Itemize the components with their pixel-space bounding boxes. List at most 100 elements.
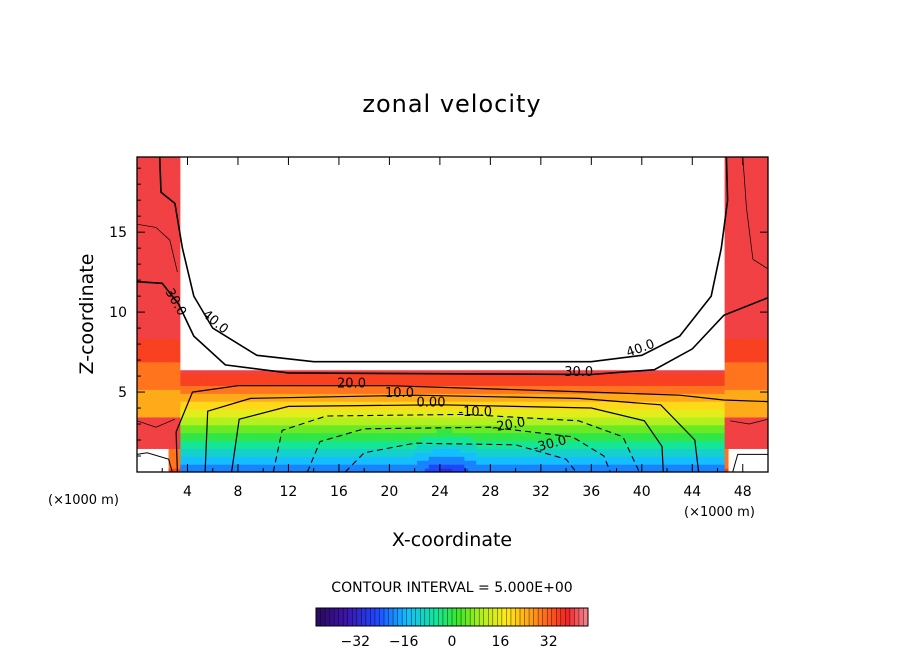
x-tick-label: 48 [734,484,752,500]
x-origin-unit-label: (×1000 m) [48,493,119,508]
plot-frame [136,156,769,473]
colorbar-swatch [415,608,421,626]
colorbar-swatch [497,608,503,626]
colorbar-swatch [424,608,430,626]
colorbar-swatch [429,608,435,626]
y-tick-label: 10 [109,305,127,321]
colorbar-swatch [524,608,530,626]
x-tick-label: 12 [280,484,298,500]
contour-lines [137,157,768,472]
x-tick-label: 16 [330,484,348,500]
y-axis-title: Z-coordinate [76,254,98,375]
colorbar-swatch [352,608,358,626]
colorbar-swatch [433,608,439,626]
colorbar-swatch [533,608,539,626]
colorbar-swatch [388,608,394,626]
colorbar-swatch [361,608,367,626]
colorbar-swatch [556,608,562,626]
colorbar-swatch [569,608,575,626]
colorbar-swatch [538,608,543,626]
colorbar-swatch [547,608,553,626]
colorbar-swatch [474,608,480,626]
colorbar-swatch [420,608,426,626]
colorbar-tick-label: 16 [491,634,509,650]
colorbar-swatch [384,608,389,626]
contour-interval-label: CONTOUR INTERVAL = 5.000E+00 [331,580,572,596]
x-axis-title: X-coordinate [392,529,512,551]
contour-label: 20.0 [337,376,366,391]
colorbar-swatch [470,608,475,626]
x-end-unit-label: (×1000 m) [684,505,755,520]
colorbar-swatch [356,608,362,626]
colorbar-swatch [565,608,571,626]
x-tick-label: 4 [183,484,192,500]
colorbar-swatch [438,608,444,626]
colorbar-swatch [411,608,417,626]
x-tick-label: 44 [683,484,701,500]
colorbar-swatch [560,608,566,626]
colorbar-tick-label: −32 [341,634,371,650]
colorbar-tick-label: 32 [540,634,558,650]
contour-label: 30.0 [564,365,593,380]
colorbar-swatch [456,608,462,626]
colorbar-swatch [452,608,457,626]
x-tick-label: 36 [582,484,600,500]
colorbar-ticks: −32 −16 0 16 32 [341,634,558,650]
colorbar-swatch [343,608,349,626]
colorbar-swatch [406,608,412,626]
x-tick-label: 28 [481,484,499,500]
contour-label: 0.00 [417,395,446,410]
contour-label: -20.0 [491,415,527,436]
colorbar-swatch [492,608,498,626]
colorbar-swatch [506,608,512,626]
colorbar-swatch [379,608,385,626]
x-tick-label: 32 [532,484,550,500]
colorbar-swatch [551,608,557,626]
colorbar-swatch [402,608,407,626]
contour-label: 10.0 [385,386,414,401]
colorbar-swatch [488,608,494,626]
y-tick-label: 15 [109,225,127,241]
colorbar-swatch [520,608,525,626]
x-axis-ticks: 4 8 12 16 20 24 28 32 36 40 44 48 [161,157,752,500]
y-tick-label: 5 [118,385,127,401]
colorbar-swatch [461,608,466,626]
colorbar-swatch [320,608,326,626]
colorbar-swatch [397,608,403,626]
colorbar-swatch [374,608,380,626]
colorbar-swatch [574,608,580,626]
colorbar-swatch [334,608,339,626]
colorbar-tick-label: −16 [389,634,419,650]
colorbar-swatch [365,608,371,626]
colorbar-swatch [583,608,589,626]
x-tick-label: 20 [380,484,398,500]
colorbar-swatch [329,608,335,626]
colorbar [315,607,589,627]
colorbar-swatch [325,608,330,626]
colorbar-swatch [393,608,398,626]
colorbar-swatch [370,608,376,626]
colorbar-swatch [510,608,516,626]
colorbar-swatch [442,608,448,626]
colorbar-swatch [479,608,485,626]
colorbar-swatch [316,608,321,626]
colorbar-swatch [447,608,453,626]
y-axis-ticks: 5 10 15 [109,167,768,457]
colorbar-swatch [338,608,344,626]
colorbar-swatch [483,608,489,626]
chart-title: zonal velocity [362,90,541,118]
colorbar-swatch [529,608,534,626]
x-tick-label: 24 [431,484,449,500]
x-tick-label: 40 [633,484,651,500]
colorbar-frame [315,607,589,627]
colorbar-swatch [501,608,507,626]
contour-label: -10.0 [458,405,492,420]
colorbar-swatch [542,608,548,626]
x-tick-label: 8 [233,484,242,500]
colorbar-swatch [578,608,584,626]
colorbar-swatch [515,608,521,626]
contour-field [137,157,768,472]
colorbar-tick-label: 0 [448,634,457,650]
colorbar-swatch [465,608,471,626]
